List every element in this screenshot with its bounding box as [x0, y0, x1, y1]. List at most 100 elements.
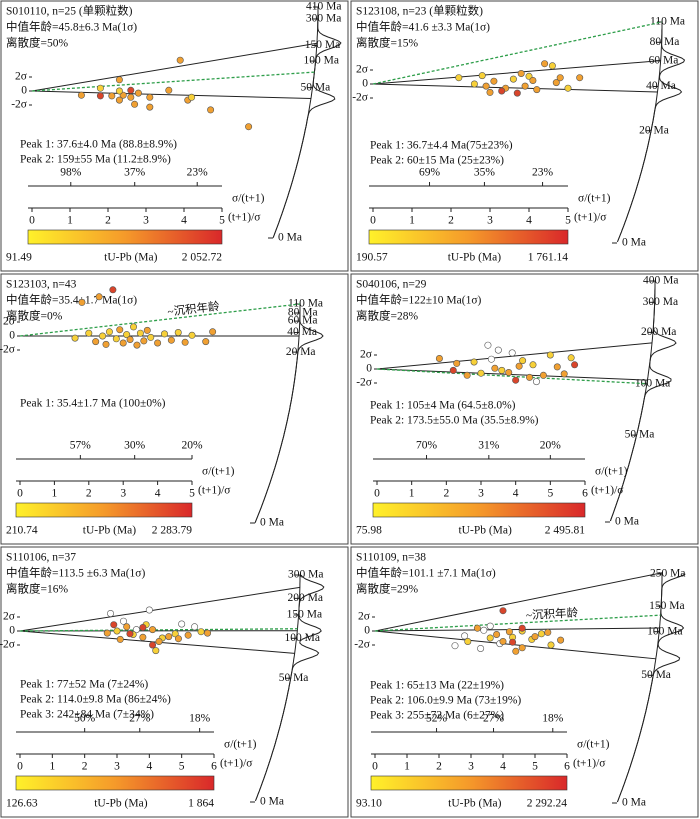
median-age: 中值年龄=101.1 ±7.1 Ma(1σ): [356, 566, 496, 580]
grain-point: [132, 626, 140, 634]
x-tick-label: 6: [582, 488, 588, 500]
grain-point: [71, 334, 79, 342]
sample-title: S123103, n=43: [6, 279, 77, 291]
grain-point: [127, 93, 135, 101]
arc-tick-label: 0 Ma: [622, 237, 646, 249]
grain-point: [105, 328, 113, 336]
grain-point: [140, 337, 148, 345]
x-tick-label: 1: [404, 761, 410, 773]
density-curve: [272, 7, 342, 238]
precision-tick-label: 50%: [74, 713, 96, 725]
colorbar-min: 75.98: [356, 525, 382, 537]
grain-point: [188, 331, 196, 339]
grain-point: [209, 328, 217, 336]
grain-point: [482, 82, 490, 90]
grain-point: [512, 647, 520, 655]
colorbar-label: tU-Pb (Ma): [104, 252, 158, 264]
grain-point: [560, 370, 568, 378]
grain-point: [508, 349, 516, 357]
grain-point: [470, 358, 478, 366]
grain-point: [108, 92, 116, 100]
grain-point: [539, 371, 547, 379]
arc-tick-label: 0 Ma: [622, 797, 646, 809]
colorbar: [372, 502, 586, 518]
x-tick-label: 4: [181, 215, 187, 227]
arc-tick-label: 40 Ma: [287, 326, 317, 338]
grain-point: [517, 70, 525, 78]
peak-label: Peak 2: 106.0±9.9 Ma (73±19%): [370, 695, 521, 707]
y-tick-label: 0: [364, 625, 370, 637]
grain-point: [197, 628, 205, 636]
sediment-age-line: [31, 71, 315, 92]
x-tick-label: 5: [532, 761, 538, 773]
arc-tick-label: 50 Ma: [641, 669, 671, 681]
arc-tick-label: 0 Ma: [615, 516, 639, 528]
colorbar-label: tU-Pb (Ma): [94, 798, 148, 810]
grain-point: [174, 635, 182, 643]
peak-label: Peak 2: 159±55 Ma (11.2±8.9%): [20, 154, 171, 166]
x-tick-label: 2: [448, 215, 454, 227]
y-tick-label: -2σ: [11, 99, 28, 111]
arc-tick-label: 80 Ma: [288, 307, 318, 319]
peak-line: [19, 586, 300, 632]
sediment-age-line: [374, 614, 661, 632]
peak-label: Peak 2: 60±15 Ma (25±23%): [370, 155, 504, 167]
x-tick-label: 3: [468, 761, 474, 773]
x-tick-label: 0: [374, 488, 380, 500]
x-tick-label: 3: [114, 761, 120, 773]
y-tick-label: 2σ: [3, 316, 16, 328]
density-curve: [609, 281, 677, 522]
arc-tick-label: 20 Ma: [286, 346, 316, 358]
grain-point: [171, 630, 179, 638]
arc-tick-label: 110 Ma: [650, 16, 685, 28]
median-age: 中值年龄=45.8±6.3 Ma(1σ): [6, 20, 137, 34]
grain-point: [78, 298, 86, 306]
grain-point: [96, 84, 104, 92]
grain-point: [484, 341, 492, 349]
panel-border: [0, 546, 349, 818]
grain-point: [515, 362, 523, 370]
colorbar-min: 126.63: [6, 798, 38, 810]
colorbar: [27, 229, 223, 245]
colorbar-min: 91.49: [6, 252, 32, 264]
grain-point: [512, 376, 520, 384]
colorbar-max: 1 864: [188, 798, 214, 810]
peak-label: Peak 1: 77±52 Ma (7±24%): [20, 679, 148, 691]
grain-point: [96, 92, 104, 100]
grain-point: [531, 633, 539, 641]
arc-tick-label: 0 Ma: [260, 796, 284, 808]
grain-point: [160, 330, 168, 338]
panel: S123103, n=43 中值年龄=35.4±1.7 Ma(1σ) 离散度=0% 1…: [0, 273, 349, 545]
arc-tick-label: 60 Ma: [288, 315, 318, 327]
grain-point: [188, 93, 196, 101]
x-tick-label: 4: [526, 215, 532, 227]
grain-point: [505, 369, 513, 377]
sample-title: S010110, n=25 (单颗粒数): [6, 4, 133, 18]
y-tick-label: -2σ: [356, 377, 373, 389]
y-tick-label: 0: [366, 363, 372, 375]
grain-point: [85, 329, 93, 337]
arc-tick-label: 300 Ma: [643, 296, 678, 308]
arc-tick-label: 150 Ma: [287, 609, 322, 621]
grain-point: [461, 632, 469, 640]
arc-tick-label: 80 Ma: [650, 36, 680, 48]
peak-line: [31, 42, 317, 92]
x-tick-label: 2: [105, 215, 111, 227]
arc-tick-label: 300 Ma: [306, 13, 341, 25]
x-tick-label: 2: [82, 761, 88, 773]
grain-point: [455, 74, 463, 82]
grain-point: [556, 74, 564, 82]
grain-point: [453, 359, 461, 367]
peak-line: [374, 572, 663, 632]
panel-border: [350, 0, 699, 272]
arc-tick-label: 250 Ma: [650, 568, 685, 580]
y-tick-label: 2σ: [358, 611, 371, 623]
precision-tick-label: 18%: [189, 713, 211, 725]
grain-point: [498, 87, 506, 95]
x-tick-label: 0: [29, 215, 35, 227]
median-age: 中值年龄=122±10 Ma(1σ): [356, 293, 482, 307]
grain-point: [529, 77, 537, 85]
x-tick-label: 4: [500, 761, 506, 773]
grain-point: [477, 369, 485, 377]
peak-label: Peak 1: 35.4±1.7 Ma (100±0%): [20, 398, 166, 410]
